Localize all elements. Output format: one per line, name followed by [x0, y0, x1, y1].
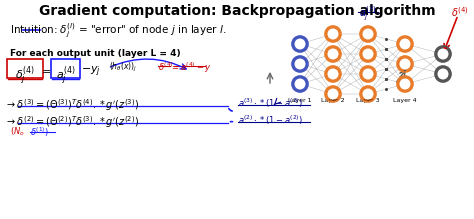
- Text: $\delta^{(4)}$: $\delta^{(4)}$: [158, 61, 173, 73]
- Circle shape: [363, 28, 374, 39]
- Circle shape: [438, 69, 448, 79]
- Circle shape: [435, 66, 451, 82]
- Text: $- y_j$: $- y_j$: [81, 65, 101, 79]
- Circle shape: [292, 76, 308, 92]
- FancyBboxPatch shape: [7, 59, 43, 78]
- Circle shape: [360, 46, 376, 62]
- Circle shape: [363, 88, 374, 99]
- Text: Layer 2: Layer 2: [321, 98, 345, 103]
- Circle shape: [328, 69, 338, 79]
- Circle shape: [325, 46, 341, 62]
- Circle shape: [363, 48, 374, 60]
- Circle shape: [328, 88, 338, 99]
- Text: Layer 4: Layer 4: [393, 98, 417, 103]
- Circle shape: [325, 26, 341, 42]
- Text: For each output unit (layer L = 4): For each output unit (layer L = 4): [10, 49, 181, 58]
- Text: Intuition: $\delta_j^{(l)}$ = "error" of node $j$ in layer $l$.: Intuition: $\delta_j^{(l)}$ = "error" of…: [10, 21, 227, 39]
- Text: $(h_\theta(x))_j$: $(h_\theta(x))_j$: [109, 61, 137, 74]
- Circle shape: [360, 86, 376, 102]
- FancyBboxPatch shape: [51, 59, 80, 78]
- Circle shape: [294, 78, 306, 90]
- Text: $a^{(2)} \cdot * (1 - a^{(2)})$: $a^{(2)} \cdot * (1 - a^{(2)})$: [238, 114, 303, 127]
- Circle shape: [360, 66, 376, 82]
- Text: $\delta_j^{(4)}$: $\delta_j^{(4)}$: [15, 65, 35, 88]
- Text: Gradient computation: Backpropagation algorithm: Gradient computation: Backpropagation al…: [39, 4, 435, 18]
- Circle shape: [325, 66, 341, 82]
- Text: $(N_o$: $(N_o$: [10, 126, 25, 138]
- Circle shape: [397, 76, 413, 92]
- Text: Layer 3: Layer 3: [356, 98, 380, 103]
- Circle shape: [328, 28, 338, 39]
- Text: $a_j^{(3)}$: $a_j^{(3)}$: [359, 5, 377, 23]
- Circle shape: [400, 39, 410, 49]
- Circle shape: [294, 39, 306, 49]
- Text: Layer 1: Layer 1: [288, 98, 312, 103]
- Circle shape: [294, 58, 306, 69]
- Circle shape: [438, 48, 448, 60]
- Text: $a^{(3)} \cdot * (1 - a^{(3)})$: $a^{(3)} \cdot * (1 - a^{(3)})$: [238, 97, 303, 110]
- Circle shape: [397, 36, 413, 52]
- Circle shape: [400, 58, 410, 69]
- Circle shape: [397, 56, 413, 72]
- Circle shape: [325, 86, 341, 102]
- Circle shape: [400, 78, 410, 90]
- Circle shape: [292, 36, 308, 52]
- Text: $\delta^{(4)}$: $\delta^{(4)}$: [451, 5, 469, 19]
- Circle shape: [435, 46, 451, 62]
- Text: $\rightarrow \delta^{(3)} = (\Theta^{(3)})^T \delta^{(4)} .* g'(z^{(3)})$: $\rightarrow \delta^{(3)} = (\Theta^{(3)…: [5, 97, 139, 113]
- Circle shape: [328, 48, 338, 60]
- Text: $= a^{(4)} - y$: $= a^{(4)} - y$: [170, 61, 212, 75]
- Text: $\rightarrow \delta^{(2)} = (\Theta^{(2)})^T \delta^{(3)} .* g'(z^{(2)})$: $\rightarrow \delta^{(2)} = (\Theta^{(2)…: [5, 114, 139, 130]
- Circle shape: [360, 26, 376, 42]
- Text: $\delta^{(1)})$: $\delta^{(1)})$: [30, 126, 49, 140]
- Text: $=$: $=$: [39, 65, 51, 75]
- Circle shape: [363, 69, 374, 79]
- Circle shape: [292, 56, 308, 72]
- Text: $a_j^{(4)}$: $a_j^{(4)}$: [56, 65, 76, 88]
